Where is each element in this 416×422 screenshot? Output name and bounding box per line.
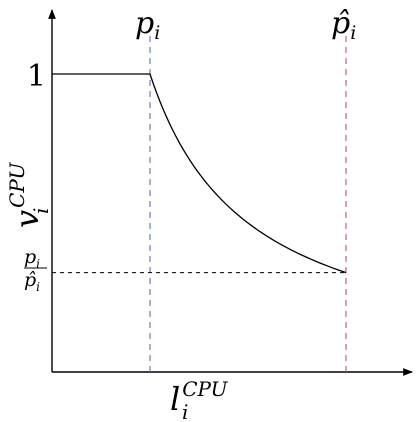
x-axis-label-sup: CPU [182,377,228,401]
ratio-label: pi p̂i [24,246,47,294]
ratio-denominator: p̂ [24,269,36,291]
x-axis-label-sub: i [182,400,188,422]
ratio-denominator-sub: i [36,280,40,294]
svg-text:p̂i: p̂i [24,269,40,294]
y-axis-label-main: v [8,210,46,228]
p-marker-symbol: p [135,6,154,41]
phat-marker-label: p̂i [331,6,356,44]
value-curve [52,73,347,274]
svg-text:pi: pi [24,246,40,271]
y-axis-label: v CPU i [5,162,53,228]
y-axis-label-sub: i [29,208,53,214]
p-marker-sub: i [154,22,160,44]
ratio-numerator: p [24,246,36,268]
y-tick-one: 1 [27,59,46,94]
x-axis-label-main: l [170,380,180,418]
phat-marker-sub: i [350,22,356,44]
x-axis-label: l CPU [170,377,229,418]
y-axis-label-sup: CPU [5,162,29,208]
p-marker-label: pi [135,6,160,44]
ratio-numerator-sub: i [36,257,40,271]
phat-marker-symbol: p̂ [331,6,350,41]
svg-text:vCPU: v CPU [5,162,46,228]
